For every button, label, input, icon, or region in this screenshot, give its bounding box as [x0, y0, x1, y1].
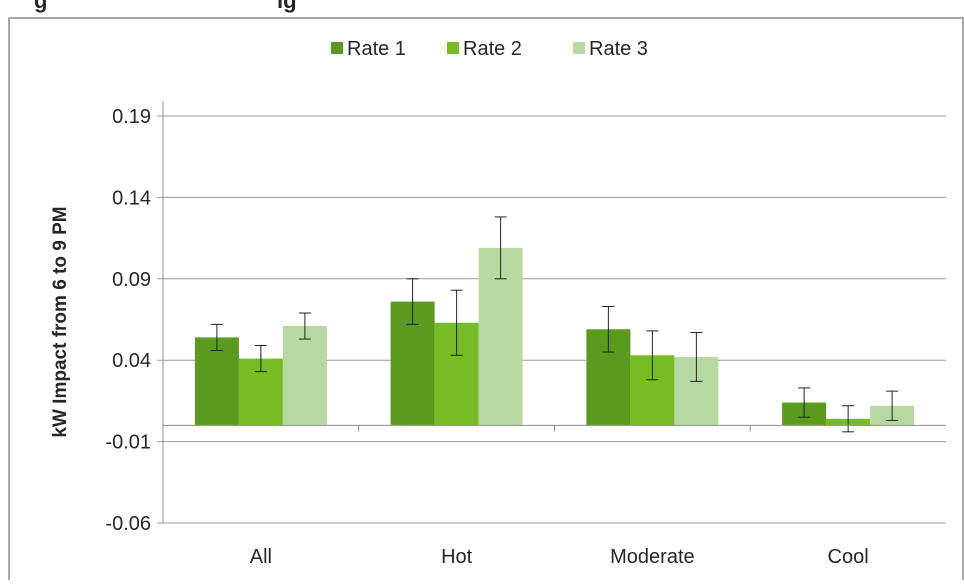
- legend-swatch: [331, 42, 343, 54]
- y-tick-label: -0.01: [105, 432, 151, 454]
- y-tick-label: -0.06: [105, 513, 151, 535]
- x-tick-labels: All Hot Moderate Cool: [250, 546, 869, 568]
- y-tick-label: 0.14: [112, 187, 151, 209]
- y-axis-label: kW Impact from 6 to 9 PM: [50, 206, 71, 437]
- legend-swatch: [573, 42, 585, 54]
- bar: [194, 337, 239, 426]
- bars: [194, 216, 915, 433]
- y-tick-label: 0.09: [112, 269, 151, 291]
- chart-title-fragment: g: [34, 0, 47, 13]
- x-tick-label: All: [250, 546, 272, 568]
- chart-title-fragment-2: ig: [277, 0, 297, 13]
- chart-frame: [8, 17, 964, 585]
- legend-swatch: [447, 42, 459, 54]
- legend-label: Rate 3: [589, 38, 648, 60]
- x-tick-label: Moderate: [610, 546, 695, 568]
- legend: Rate 1 Rate 2 Rate 3: [331, 38, 648, 60]
- y-tick-labels: 0.19 0.14 0.09 0.04 -0.01 -0.06: [105, 106, 151, 535]
- x-tick-label: Cool: [828, 546, 869, 568]
- legend-label: Rate 2: [463, 38, 522, 60]
- y-tick-label: 0.04: [112, 350, 151, 372]
- legend-label: Rate 1: [347, 38, 406, 60]
- axes: [162, 101, 946, 523]
- x-tick-label: Hot: [441, 546, 473, 568]
- bar: [282, 326, 327, 426]
- y-tick-label: 0.19: [112, 106, 151, 128]
- gridlines: [157, 115, 946, 524]
